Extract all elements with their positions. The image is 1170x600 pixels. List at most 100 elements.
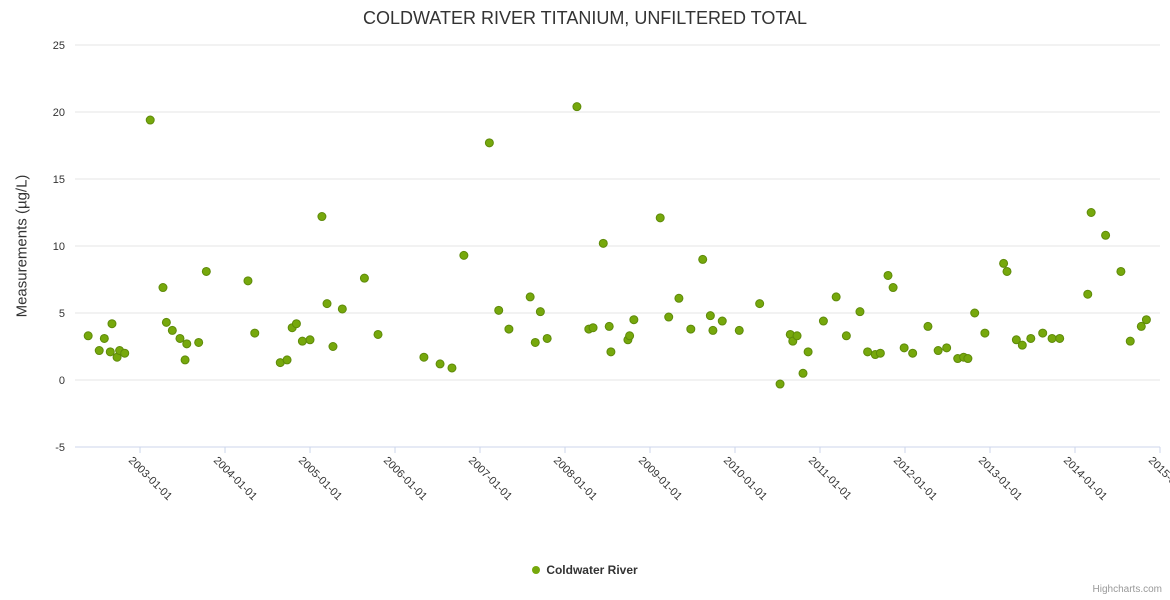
data-point[interactable]	[923, 321, 933, 331]
x-axis-tick-label: 2012-01-01	[891, 455, 939, 503]
data-point[interactable]	[755, 299, 765, 309]
data-point[interactable]	[504, 324, 514, 334]
y-axis-tick-label: -5	[55, 442, 65, 454]
data-point[interactable]	[775, 379, 785, 389]
highcharts-credits-link[interactable]: Highcharts.com	[1092, 584, 1162, 595]
data-point[interactable]	[1011, 335, 1021, 345]
legend-item[interactable]: Coldwater River	[0, 563, 1170, 577]
data-point[interactable]	[322, 299, 332, 309]
data-point[interactable]	[572, 102, 582, 112]
data-point[interactable]	[674, 293, 684, 303]
data-point[interactable]	[686, 324, 696, 334]
data-point[interactable]	[1002, 266, 1012, 276]
data-point[interactable]	[798, 368, 808, 378]
data-point[interactable]	[705, 311, 715, 321]
data-point[interactable]	[1116, 266, 1126, 276]
data-point[interactable]	[530, 337, 540, 347]
data-point[interactable]	[182, 339, 192, 349]
data-point[interactable]	[194, 337, 204, 347]
data-point[interactable]	[1083, 289, 1093, 299]
data-point[interactable]	[484, 138, 494, 148]
data-point[interactable]	[606, 347, 616, 357]
data-point[interactable]	[161, 317, 171, 327]
data-point[interactable]	[250, 328, 260, 338]
data-point[interactable]	[875, 348, 885, 358]
data-point[interactable]	[831, 292, 841, 302]
data-point[interactable]	[1055, 333, 1065, 343]
data-point[interactable]	[883, 270, 893, 280]
data-point[interactable]	[525, 292, 535, 302]
data-point[interactable]	[1125, 336, 1135, 346]
data-point[interactable]	[598, 238, 608, 248]
data-point[interactable]	[494, 305, 504, 315]
x-axis-tick-label: 2014-01-01	[1061, 455, 1109, 503]
data-point[interactable]	[175, 333, 185, 343]
data-point[interactable]	[655, 213, 665, 223]
data-point[interactable]	[734, 325, 744, 335]
data-point[interactable]	[535, 307, 545, 317]
data-point[interactable]	[999, 258, 1009, 268]
data-point[interactable]	[863, 347, 873, 357]
data-point[interactable]	[803, 347, 813, 357]
data-point[interactable]	[708, 325, 718, 335]
data-point[interactable]	[1026, 333, 1036, 343]
data-point[interactable]	[435, 359, 445, 369]
data-point[interactable]	[359, 273, 369, 283]
data-point[interactable]	[980, 328, 990, 338]
data-point[interactable]	[1086, 208, 1096, 217]
data-point[interactable]	[99, 333, 109, 343]
data-point[interactable]	[629, 315, 639, 325]
data-point[interactable]	[942, 343, 952, 353]
y-axis-tick-label: 5	[59, 308, 65, 320]
data-point[interactable]	[373, 329, 383, 339]
data-point[interactable]	[1136, 321, 1146, 331]
data-point[interactable]	[243, 276, 253, 286]
y-axis-tick-label: 25	[53, 40, 65, 52]
data-point[interactable]	[282, 355, 292, 365]
data-point[interactable]	[933, 346, 943, 356]
data-point[interactable]	[625, 331, 635, 341]
data-point[interactable]	[792, 331, 802, 341]
data-point[interactable]	[201, 266, 211, 276]
data-point[interactable]	[1038, 328, 1048, 338]
data-point[interactable]	[855, 307, 865, 317]
data-point[interactable]	[459, 250, 469, 260]
y-axis-tick-label: 0	[59, 375, 65, 387]
data-point[interactable]	[604, 321, 614, 331]
chart-title: COLDWATER RIVER TITANIUM, UNFILTERED TOT…	[362, 8, 808, 28]
data-point[interactable]	[1141, 315, 1151, 325]
data-point[interactable]	[419, 352, 429, 362]
data-point[interactable]	[698, 254, 708, 264]
data-point[interactable]	[1101, 230, 1111, 240]
data-point[interactable]	[158, 283, 168, 293]
data-point[interactable]	[120, 348, 130, 358]
data-point[interactable]	[291, 319, 301, 329]
data-point[interactable]	[841, 331, 851, 341]
data-point[interactable]	[664, 312, 674, 322]
data-point[interactable]	[328, 342, 338, 351]
data-point[interactable]	[180, 355, 190, 365]
data-point[interactable]	[105, 347, 115, 357]
y-axis-tick-label: 15	[53, 174, 65, 186]
data-point[interactable]	[447, 363, 457, 373]
data-point[interactable]	[818, 316, 828, 326]
data-point[interactable]	[94, 346, 104, 356]
data-point[interactable]	[337, 304, 347, 314]
data-point[interactable]	[83, 331, 93, 341]
data-point[interactable]	[888, 283, 898, 293]
data-point[interactable]	[542, 333, 552, 343]
data-point[interactable]	[970, 308, 980, 318]
data-point[interactable]	[1047, 333, 1057, 343]
data-point[interactable]	[145, 115, 155, 125]
data-point[interactable]	[963, 354, 973, 364]
data-point[interactable]	[107, 319, 117, 329]
data-point[interactable]	[908, 348, 918, 358]
data-point[interactable]	[1017, 340, 1027, 350]
data-point[interactable]	[717, 316, 727, 326]
data-point[interactable]	[305, 335, 315, 345]
data-point[interactable]	[297, 336, 307, 346]
data-point[interactable]	[317, 212, 327, 222]
data-point[interactable]	[588, 323, 598, 333]
data-point[interactable]	[899, 343, 909, 353]
data-point[interactable]	[167, 325, 177, 335]
